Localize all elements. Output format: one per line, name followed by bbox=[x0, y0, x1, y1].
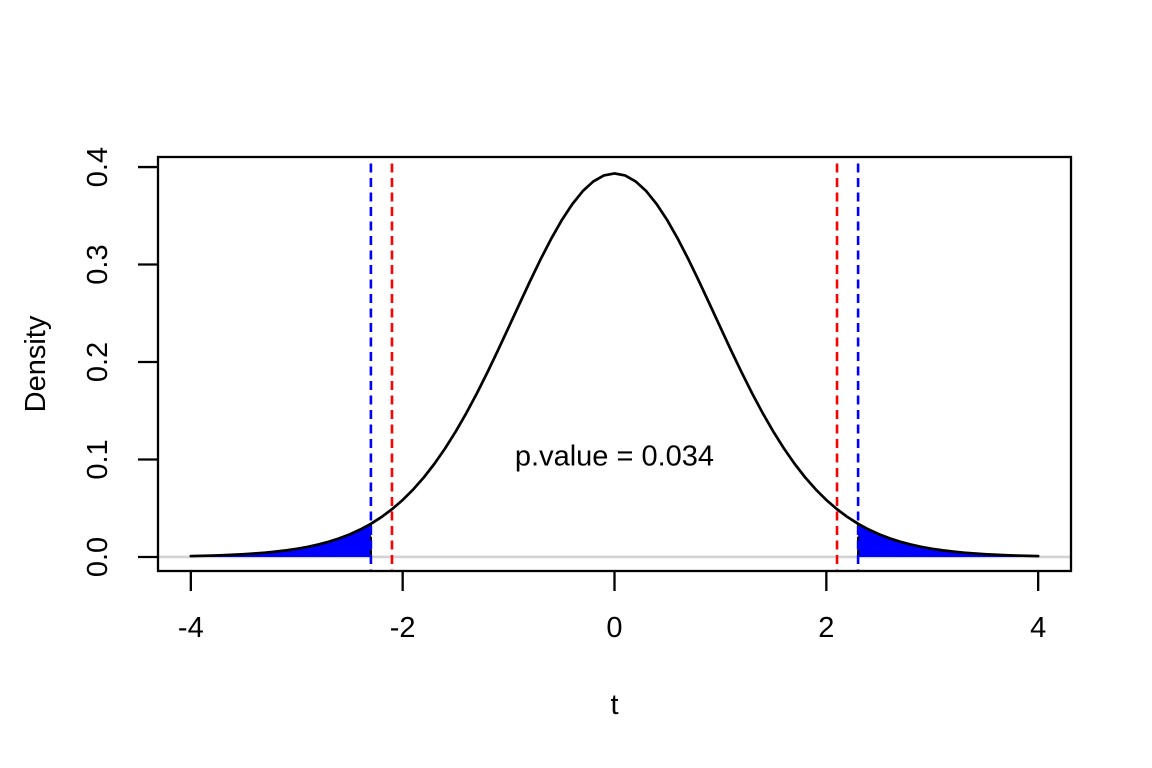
y-axis-title: Density bbox=[20, 315, 52, 412]
y-axis-tick-label: 0.0 bbox=[82, 537, 114, 577]
y-axis-tick-label: 0.4 bbox=[82, 147, 114, 187]
x-axis-title: t bbox=[610, 689, 618, 721]
x-axis-tick-label: 2 bbox=[818, 612, 834, 644]
plot-border-box bbox=[156, 155, 1073, 573]
y-axis-tick-label: 0.1 bbox=[82, 439, 114, 479]
p-value-annotation: p.value = 0.034 bbox=[515, 441, 714, 473]
x-axis-tick-label: 4 bbox=[1030, 612, 1046, 644]
y-axis-tick-label: 0.3 bbox=[82, 244, 114, 284]
density-curve bbox=[189, 172, 1040, 558]
x-axis-tick-label: -2 bbox=[390, 612, 416, 644]
tail-probability-region-right bbox=[858, 523, 1039, 557]
tail-probability-region-left bbox=[190, 523, 371, 557]
x-axis-tick-label: -4 bbox=[178, 612, 204, 644]
x-axis-tick-label: 0 bbox=[606, 612, 622, 644]
y-axis-tick-label: 0.2 bbox=[82, 342, 114, 382]
